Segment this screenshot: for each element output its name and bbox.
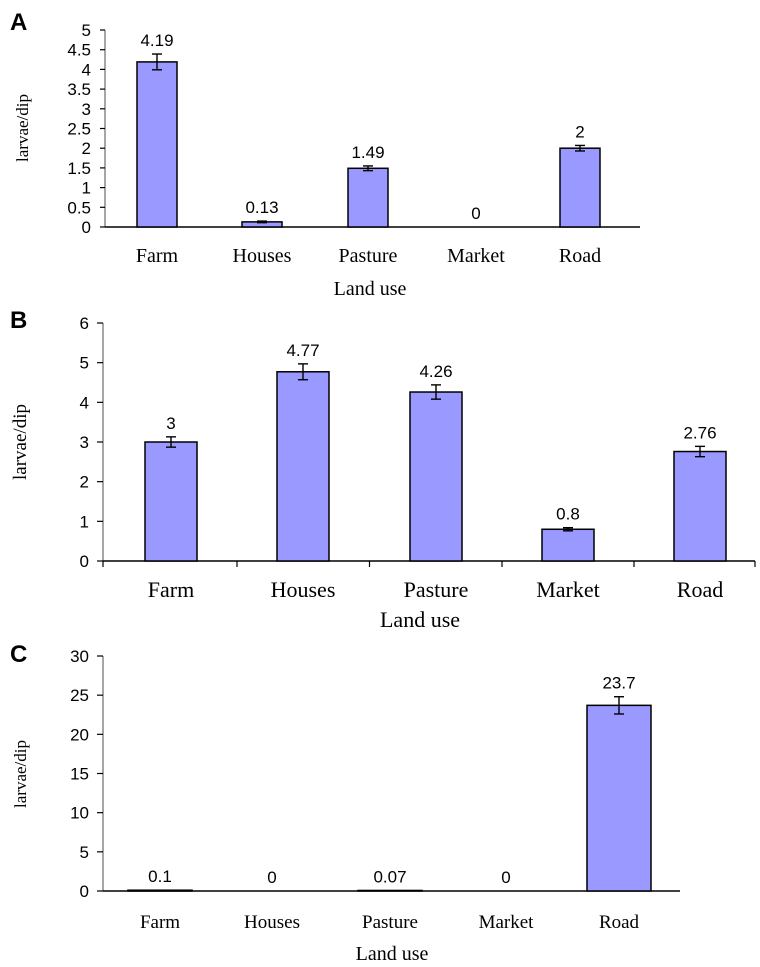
- y-tick-label: 15: [70, 765, 89, 784]
- y-tick-label: 3: [82, 100, 91, 119]
- panel-b-letter: B: [10, 307, 27, 334]
- y-tick-label: 0: [80, 552, 89, 571]
- y-tick-label: 30: [70, 647, 89, 666]
- bar-road: [586, 704, 652, 892]
- y-axis-title: larvae/dip: [10, 404, 31, 480]
- bar-road: [559, 147, 601, 228]
- data-label: 2.76: [683, 423, 716, 442]
- chart-panel-a: A00.511.522.533.544.554.19Farm0.13Houses…: [10, 9, 640, 300]
- data-label: 3: [166, 414, 175, 433]
- y-tick-label: 25: [70, 686, 89, 705]
- y-tick-label: 4: [80, 393, 89, 412]
- data-label: 0: [471, 204, 480, 223]
- y-tick-label: 1: [82, 179, 91, 198]
- y-tick-label: 2: [82, 139, 91, 158]
- data-label: 23.7: [602, 674, 635, 693]
- y-tick-label: 3.5: [67, 80, 91, 99]
- y-tick-label: 1: [80, 512, 89, 531]
- x-tick-label: Pasture: [362, 912, 418, 933]
- x-axis-title: Land use: [334, 278, 407, 300]
- bar-pasture: [357, 889, 423, 892]
- chart-panel-c: C 0 5 10 15 20 25 30 0.1 Farm 0 Houses 0.07 Pasture 0 M…: [10, 641, 680, 965]
- x-tick-label: Pasture: [404, 577, 469, 602]
- x-tick-label: Road: [677, 577, 723, 602]
- data-label: 0.1: [148, 867, 172, 886]
- y-tick-label: 4.5: [67, 41, 91, 60]
- y-tick-label: 1.5: [67, 159, 91, 178]
- x-tick-label: Farm: [148, 577, 194, 602]
- bar-pasture: [347, 167, 389, 228]
- bar-farm: [136, 61, 178, 228]
- y-tick-label: 3: [80, 433, 89, 452]
- y-tick-label: 0: [82, 218, 91, 237]
- x-axis-title: Land use: [380, 607, 460, 632]
- y-axis-title: larvae/dip: [11, 740, 30, 808]
- x-tick-label: Market: [479, 912, 535, 933]
- x-tick-label: Market: [536, 577, 600, 602]
- y-tick-label: 5: [80, 354, 89, 373]
- y-tick-label: 20: [70, 725, 89, 744]
- panel-a-letter: A: [10, 9, 27, 36]
- bar-farm: [144, 441, 198, 562]
- y-tick-label: 10: [70, 804, 89, 823]
- bar-market: [541, 528, 595, 562]
- data-label: 2: [575, 122, 584, 141]
- bar-pasture: [409, 391, 463, 562]
- x-tick-label: Farm: [136, 245, 179, 267]
- data-label: 4.77: [286, 341, 319, 360]
- bar-houses: [276, 371, 330, 562]
- x-tick-label: Market: [447, 245, 505, 267]
- y-tick-label: 6: [80, 314, 89, 333]
- y-tick-label: 0.5: [67, 198, 91, 217]
- x-tick-label: Houses: [233, 245, 292, 267]
- y-tick-label: 2.5: [67, 120, 91, 139]
- y-tick-label: 0: [80, 882, 89, 901]
- data-label: 0.13: [245, 198, 278, 217]
- x-tick-label: Houses: [244, 912, 300, 933]
- bar-farm: [127, 889, 193, 892]
- x-tick-label: Road: [599, 912, 640, 933]
- x-axis-title: Land use: [356, 943, 429, 965]
- bar-road: [673, 450, 727, 562]
- data-label: 0: [267, 868, 276, 887]
- data-label: 0.8: [556, 505, 580, 524]
- y-tick-label: 4: [82, 60, 91, 79]
- data-label: 4.19: [140, 31, 173, 50]
- data-label: 0: [501, 868, 510, 887]
- x-tick-label: Pasture: [339, 245, 398, 267]
- x-tick-label: Houses: [271, 577, 336, 602]
- data-label: 0.07: [373, 867, 406, 886]
- data-label: 1.49: [351, 143, 384, 162]
- chart-panel-b: B 0 1 2 3 4 5 6 3 Farm 4.77 Houses 4.26 Pasture 0.8 Mar…: [10, 307, 756, 632]
- y-tick-label: 5: [80, 843, 89, 862]
- x-tick-label: Road: [559, 245, 601, 267]
- y-tick-label: 2: [80, 473, 89, 492]
- x-tick-label: Farm: [140, 912, 180, 933]
- data-label: 4.26: [419, 362, 452, 381]
- y-axis-title: larvae/dip: [13, 94, 32, 162]
- y-tick-label: 5: [82, 21, 91, 40]
- panel-c-letter: C: [10, 641, 27, 668]
